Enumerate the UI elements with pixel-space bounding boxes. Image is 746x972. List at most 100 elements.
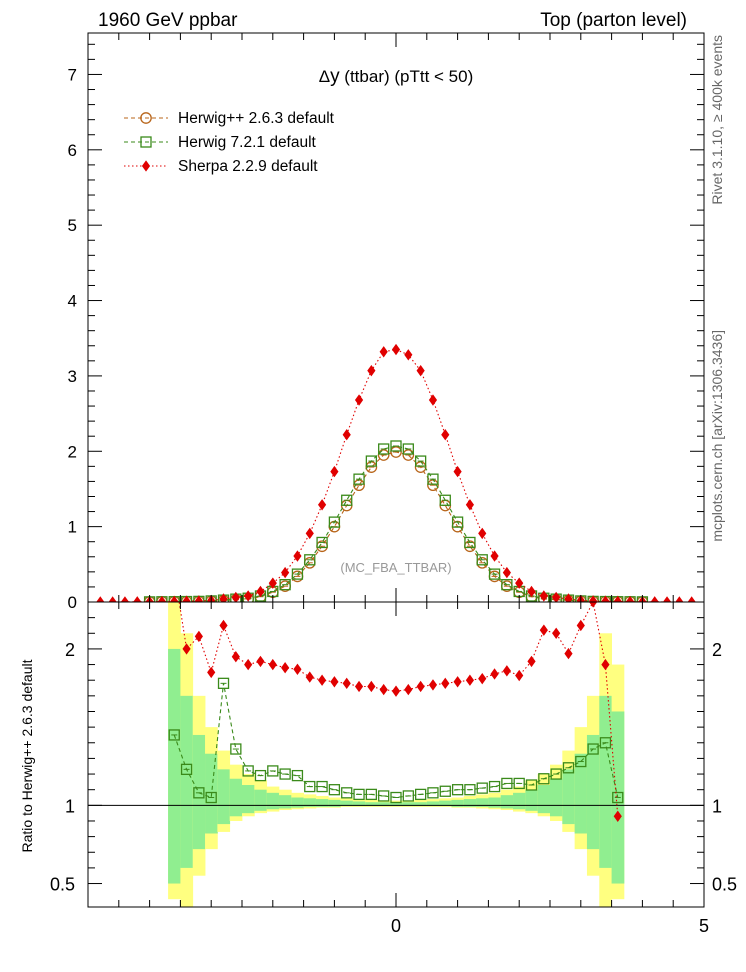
ratio-band-inner: [476, 798, 489, 807]
ratio-sherpa-point: [367, 680, 376, 693]
main-herwig7-point: [501, 579, 513, 591]
main-sherpa-point: [552, 591, 561, 602]
legend-item: Herwig++ 2.6.3 default: [124, 110, 335, 127]
ratio-sherpa-point: [305, 671, 314, 683]
ratio-band-inner: [352, 801, 366, 807]
ratio-band-inner: [377, 802, 391, 807]
ratio-band-inner: [574, 753, 588, 834]
ratio-band-inner: [525, 789, 539, 811]
main-sherpa-series: [96, 343, 696, 602]
ratio-herwig7-point: [316, 780, 328, 793]
ratio-sherpa-point: [342, 677, 351, 690]
ratio-band-inner: [451, 799, 465, 807]
main-sherpa-point: [120, 596, 130, 602]
main-sherpa-point: [391, 343, 401, 356]
ratio-band-inner: [340, 800, 354, 807]
legend-marker: [140, 112, 152, 124]
main-sherpa-point: [416, 364, 425, 377]
ratio-herwig7-point: [414, 788, 427, 801]
main-herwig7-point: [341, 494, 353, 506]
main-sherpa-point: [133, 596, 142, 602]
main-herwig7-point: [378, 443, 390, 455]
main-herwigpp-point: [377, 449, 390, 461]
main-sherpa-point: [305, 527, 314, 540]
main-sherpa-point: [219, 593, 228, 602]
ratio-sherpa-point: [182, 643, 191, 655]
ratio-sherpa-point: [441, 677, 450, 690]
header-right-label: Top (parton level): [540, 10, 687, 31]
ratio-band-inner: [500, 795, 514, 809]
main-herwig7-point: [279, 579, 291, 591]
main-sherpa-point: [490, 550, 499, 562]
ratio-herwig7-point: [205, 791, 217, 804]
ratio-band-inner: [562, 769, 576, 825]
main-sherpa-point: [96, 596, 105, 602]
main-sherpa-point: [317, 499, 327, 511]
ratio-herwig7-point: [612, 791, 624, 804]
ratio-herwig7-point: [562, 762, 575, 774]
ratio-herwig7-point: [390, 791, 402, 804]
ratio-data: [88, 602, 704, 907]
main-herwig7-point: [402, 443, 414, 455]
ratio-sherpa-point: [527, 655, 536, 668]
main-y-tick-label: 2: [68, 442, 77, 461]
main-sherpa-point: [478, 527, 487, 540]
ratio-sherpa-point: [552, 627, 561, 639]
main-y-tick-label: 5: [68, 216, 77, 235]
ratio-band-inner: [402, 802, 415, 807]
ratio-herwig7-point: [193, 787, 205, 799]
ratio-herwig7-point: [451, 784, 464, 796]
ratio-herwig7-point: [513, 777, 525, 790]
main-herwig7-point: [427, 473, 439, 485]
ratio-band-inner: [229, 778, 243, 817]
legend-item: Sherpa 2.2.9 default: [124, 158, 318, 175]
main-sherpa-point: [564, 593, 573, 602]
ratio-sherpa-point: [256, 655, 265, 668]
main-sherpa-point: [231, 591, 240, 602]
main-sherpa-point: [675, 596, 684, 602]
ratio-herwig7-point: [180, 763, 193, 776]
ratio-sherpa-point: [428, 679, 438, 691]
plot-title-y: y: [330, 66, 340, 87]
main-herwigpp-point: [390, 446, 402, 458]
main-sherpa-point: [281, 566, 290, 579]
main-sherpa-point: [625, 595, 635, 602]
main-sherpa-point: [293, 550, 302, 562]
ratio-band-inner: [537, 785, 551, 814]
main-sherpa-point: [354, 394, 364, 406]
main-herwig7-point: [464, 536, 476, 549]
main-sherpa-point: [244, 590, 253, 602]
ratio-band-inner: [550, 778, 563, 817]
analysis-watermark: (MC_FBA_TTBAR): [340, 560, 451, 575]
main-y-tick-label: 7: [68, 65, 77, 84]
legend-label: Sherpa 2.2.9 default: [178, 158, 318, 175]
main-herwig7-point: [439, 494, 451, 506]
main-herwig7-point: [414, 455, 427, 467]
ratio-herwig7-point: [427, 787, 439, 799]
plot-title: Δy (ttbar) (pTtt < 50): [319, 66, 474, 87]
ratio-herwig7-point: [488, 780, 501, 793]
legend-label: Herwig++ 2.6.3 default: [178, 110, 335, 127]
ratio-herwig7-point: [501, 777, 513, 790]
main-sherpa-point: [379, 346, 388, 358]
ratio-sherpa-point: [231, 651, 240, 663]
main-sherpa-point: [194, 595, 203, 602]
ratio-herwig7-point: [378, 790, 390, 802]
rivet-geq-symbol: ≥: [709, 114, 725, 122]
legend-marker: [140, 136, 152, 148]
ratio-sherpa-point: [219, 619, 228, 632]
ratio-herwig7-point: [353, 788, 365, 801]
ratio-herwig7-point: [525, 779, 538, 791]
ratio-x-tick-label: 5: [699, 916, 709, 936]
main-y-tick-label: 4: [68, 292, 77, 311]
ratio-herwig7-point: [217, 677, 230, 689]
ratio-band-inner: [168, 648, 181, 884]
main-herwig7-point: [291, 568, 304, 580]
ratio-herwig7-point: [365, 788, 378, 801]
ratio-sherpa-point: [194, 630, 203, 643]
legend: Herwig++ 2.6.3 default Herwig 7.2.1 defau…: [124, 110, 335, 175]
main-sherpa-point: [453, 465, 462, 478]
ratio-sherpa-point: [207, 666, 216, 679]
main-sherpa-point: [515, 577, 524, 589]
ratio-band-inner: [242, 785, 255, 814]
